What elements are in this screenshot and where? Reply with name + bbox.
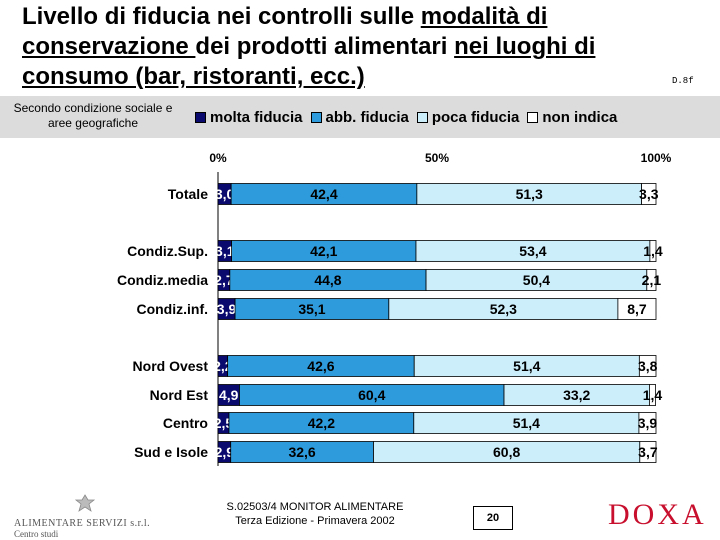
source-line-1: S.02503/4 MONITOR ALIMENTARE [226, 501, 404, 513]
title-part-2: dei prodotti alimentari [195, 33, 455, 60]
bar-segment [646, 269, 657, 291]
category-label: Condiz.inf. [136, 301, 208, 317]
bar-segment [639, 441, 657, 463]
data-label: 2,1 [642, 272, 662, 288]
slide-code: D.8f [672, 76, 694, 86]
source-note: S.02503/4 MONITOR ALIMENTARE Terza Edizi… [210, 500, 420, 528]
data-label: 3,9 [217, 301, 237, 317]
data-label: 3,7 [638, 444, 658, 460]
data-label: 3,1 [215, 243, 235, 259]
legend: molta fiducia abb. fiducia poca fiducia … [195, 109, 625, 126]
legend-item-molta: molta fiducia [195, 109, 303, 126]
data-label: 52,3 [490, 301, 517, 317]
data-label: 1,4 [643, 243, 663, 259]
data-label: 2,7 [214, 272, 234, 288]
data-label: 53,4 [519, 243, 546, 259]
data-label: 60,8 [493, 444, 520, 460]
data-label: 44,8 [314, 272, 341, 288]
data-label: 35,1 [298, 301, 325, 317]
data-label: 3,3 [639, 186, 659, 202]
crest-icon [74, 494, 96, 512]
category-label: Centro [163, 415, 208, 431]
data-label: 51,4 [513, 415, 540, 431]
bar-segment [638, 355, 657, 377]
legend-swatch-abb [310, 112, 322, 123]
data-label: 51,4 [513, 358, 540, 374]
data-label: 1,4 [643, 387, 663, 403]
data-label: 60,4 [358, 387, 385, 403]
data-label: 3,9 [638, 415, 658, 431]
company-subtitle: Centro studi [14, 529, 59, 539]
bar-segment [638, 412, 657, 434]
axis-tick-label: 0% [209, 151, 227, 165]
source-line-2: Terza Edizione - Primavera 2002 [235, 515, 395, 527]
data-label: 42,1 [310, 243, 337, 259]
title-underlined-2: nei luoghi di consumo (bar, ristoranti, … [22, 33, 596, 90]
legend-swatch-molta [195, 112, 206, 123]
bar-segment [649, 384, 656, 406]
legend-item-poca: poca fiducia [416, 109, 520, 126]
bar-segment [649, 240, 657, 262]
stacked-bar-chart: 0% 50% 100% Totale 3,0 42,4 51,3 3,3 Condiz.Sup.… [117, 151, 672, 466]
data-label: 3,8 [638, 358, 658, 374]
page-number: 20 [473, 506, 513, 530]
chart-title: Livello di fiducia nei controlli sulle m… [22, 2, 702, 92]
legend-swatch-non-indica [527, 112, 539, 123]
category-label: Nord Est [150, 387, 209, 403]
bar-segment [617, 298, 657, 320]
data-label: 32,6 [288, 444, 315, 460]
category-label: Nord Ovest [133, 358, 209, 374]
data-label: 4,9 [219, 387, 239, 403]
doxa-logo: DOXA [608, 498, 707, 531]
category-label: Condiz.Sup. [127, 243, 208, 259]
data-label: 51,3 [516, 186, 543, 202]
data-label: 33,2 [563, 387, 590, 403]
axis-tick-label: 100% [641, 151, 672, 165]
legend-item-abb: abb. fiducia [310, 109, 409, 126]
data-label: 42,6 [307, 358, 334, 374]
legend-item-non-indica: non indica [527, 109, 617, 126]
title-underlined-1: modalità di conservazione [22, 3, 548, 60]
data-label: 3,0 [215, 186, 235, 202]
data-label: 50,4 [523, 272, 550, 288]
category-label: Sud e Isole [134, 444, 208, 460]
legend-label-abb: abb. fiducia [325, 109, 409, 126]
legend-label-poca: poca fiducia [431, 109, 520, 126]
data-label: 2,5 [214, 415, 234, 431]
legend-label-molta: molta fiducia [210, 109, 303, 126]
chart-subtitle: Secondo condizione sociale e aree geogra… [13, 101, 173, 130]
axis-tick-label: 50% [425, 151, 449, 165]
company-name: ALIMENTARE SERVIZI s.r.l. [14, 518, 151, 529]
bar-segment [641, 183, 657, 205]
title-part-1: Livello di fiducia nei controlli sulle [22, 3, 421, 30]
legend-swatch-poca [416, 112, 428, 123]
header-band [0, 96, 720, 138]
data-label: 42,2 [308, 415, 335, 431]
data-label: 42,4 [310, 186, 337, 202]
data-label: 2,9 [215, 444, 235, 460]
data-label: 8,7 [627, 301, 647, 317]
category-label: Condiz.media [117, 272, 208, 288]
legend-label-non-indica: non indica [542, 109, 618, 126]
category-label: Totale [168, 186, 208, 202]
